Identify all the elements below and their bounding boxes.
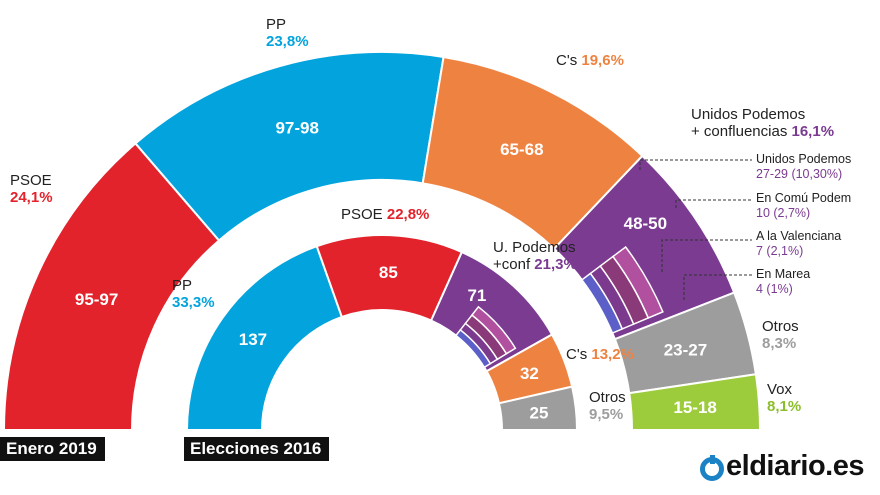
eldiario-logo: eldiario.es — [700, 450, 864, 483]
sub-leader-lines — [454, 159, 752, 369]
outer-seat-label-4: 23-27 — [664, 340, 707, 359]
label-up-2019: Unidos Podemos + confluencias 16,1% — [691, 106, 835, 140]
seat-labels: 95-97 97-98 65-68 48-50 23-27 15-18 137 85 71 32 2… — [75, 119, 717, 423]
logo-ring-icon — [700, 455, 725, 481]
outer-seat-label-1: 97-98 — [275, 119, 318, 138]
leader-line-3 — [683, 274, 752, 300]
tag-enero-2019: Enero 2019 — [0, 437, 105, 461]
outer-seat-label-2: 65-68 — [500, 140, 543, 159]
outer-seat-label-5: 15-18 — [673, 398, 716, 417]
label-pp-2019: PP 23,8% — [266, 16, 309, 50]
label-pp-2016: PP 33,3% — [172, 277, 215, 311]
inner-seat-label-4: 25 — [530, 403, 549, 422]
inner-seat-label-0: 137 — [239, 330, 267, 349]
inner-ring-elecciones-2016 — [185, 234, 579, 431]
inner-seat-label-3: 32 — [520, 364, 539, 383]
leader-line-2 — [661, 239, 752, 272]
leader-line-1 — [675, 199, 752, 208]
tag-elecciones-2016: Elecciones 2016 — [184, 437, 330, 461]
inner-seat-label-2: 71 — [467, 286, 486, 305]
sub-label-unidos-podemos: Unidos Podemos 27-29 (10,30%) — [756, 152, 852, 181]
label-up-2016: U. Podemos +conf 21,3% — [493, 239, 577, 273]
label-cs-2019: C's 19,6% — [556, 52, 624, 69]
label-otros-2016: Otros 9,5% — [589, 389, 626, 423]
inner-sub-band-3 — [454, 328, 492, 369]
inner-segment-4 — [497, 385, 579, 431]
label-cs-2016: C's 13,2% — [566, 346, 634, 363]
label-vox-2019: Vox 8,1% — [767, 381, 802, 415]
outer-segment-5 — [628, 373, 762, 431]
outer-seat-label-0: 95-97 — [75, 290, 118, 309]
sub-label-a-la-valenciana: A la Valenciana 7 (2,1%) — [756, 229, 842, 258]
sub-label-en-marea: En Marea 4 (1%) — [756, 267, 811, 296]
leader-line-0 — [639, 159, 752, 170]
outer-ring-enero-2019 — [2, 51, 762, 431]
label-psoe-2016: PSOE 22,8% — [341, 206, 430, 223]
outer-seat-label-3: 48-50 — [624, 214, 667, 233]
label-psoe-2019: PSOE 24,1% — [10, 172, 53, 206]
label-otros-2019: Otros 8,3% — [762, 318, 799, 352]
inner-seat-label-1: 85 — [379, 263, 398, 282]
sub-label-en-comu-podem: En Comú Podem 10 (2,7%) — [756, 191, 852, 220]
outer-sub-band-3 — [580, 272, 624, 335]
